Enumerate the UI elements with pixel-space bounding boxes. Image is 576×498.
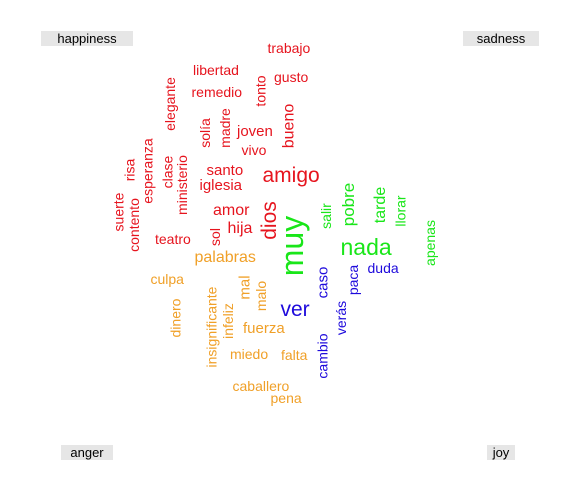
word-llorar: llorar — [392, 195, 409, 227]
word-verás: verás — [333, 300, 350, 336]
word-caballero: caballero — [232, 378, 290, 394]
word-dinero: dinero — [166, 298, 183, 338]
word-esperanza: esperanza — [139, 138, 156, 204]
word-culpa: culpa — [150, 271, 184, 287]
word-amor: amor — [213, 202, 250, 219]
word-paca: paca — [345, 264, 362, 296]
word-caso: caso — [314, 266, 332, 298]
label-joy: joy — [487, 445, 515, 460]
word-insignificante: insignificante — [202, 286, 219, 368]
word-fuerza: fuerza — [243, 319, 285, 337]
word-trabajo: trabajo — [267, 40, 311, 56]
word-cambio: cambio — [314, 333, 331, 379]
word-elegante: elegante — [161, 77, 178, 131]
word-gusto: gusto — [274, 69, 309, 85]
word-bueno: bueno — [279, 103, 297, 149]
label-happiness: happiness — [41, 31, 133, 46]
word-infeliz: infeliz — [219, 303, 236, 339]
word-remedio: remedio — [191, 84, 243, 100]
word-pobre: pobre — [338, 182, 358, 226]
word-sol: sol — [206, 228, 223, 246]
word-duda: duda — [367, 260, 399, 276]
word-santo: santo — [206, 161, 244, 179]
word-joven: joven — [237, 122, 273, 140]
word-madre: madre — [216, 108, 233, 148]
word-tarde: tarde — [372, 186, 390, 224]
word-mal: mal — [236, 274, 254, 300]
word-salir: salir — [317, 203, 334, 229]
word-suerte: suerte — [109, 192, 126, 232]
word-ver: ver — [280, 297, 310, 321]
word-apenas: apenas — [421, 220, 438, 266]
word-amigo: amigo — [262, 163, 320, 187]
word-miedo: miedo — [230, 346, 269, 362]
word-libertad: libertad — [193, 62, 239, 78]
word-iglesia: iglesia — [199, 176, 243, 194]
word-falta: falta — [281, 347, 308, 363]
word-teatro: teatro — [155, 231, 191, 247]
word-palabras: palabras — [194, 249, 256, 266]
word-vivo: vivo — [241, 142, 267, 158]
word-pena: pena — [270, 390, 302, 406]
word-muy: muy — [274, 215, 311, 277]
word-contento: contento — [125, 198, 142, 252]
label-anger: anger — [61, 445, 113, 460]
word-ministerio: ministerio — [173, 155, 190, 215]
word-malo: malo — [253, 280, 270, 312]
word-hija: hija — [227, 220, 253, 237]
word-risa: risa — [120, 158, 137, 182]
label-sadness: sadness — [463, 31, 539, 46]
word-tonto: tonto — [252, 75, 269, 107]
word-solía: solía — [196, 118, 213, 148]
word-nada: nada — [340, 233, 392, 260]
word-clase: clase — [158, 155, 175, 189]
